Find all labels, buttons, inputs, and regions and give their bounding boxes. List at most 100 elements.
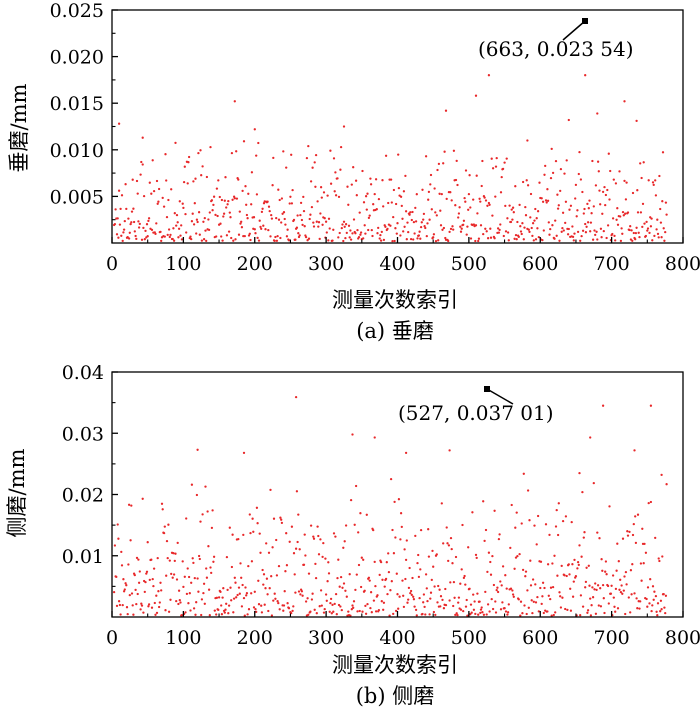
scatter-point bbox=[180, 614, 184, 617]
scatter-point bbox=[408, 213, 411, 216]
scatter-point bbox=[631, 191, 635, 195]
scatter-point bbox=[486, 237, 490, 240]
scatter-point bbox=[597, 170, 600, 173]
scatter-point bbox=[389, 477, 393, 481]
scatter-point bbox=[561, 596, 564, 599]
scatter-point bbox=[589, 230, 592, 233]
scatter-point bbox=[379, 233, 382, 237]
scatter-point bbox=[218, 195, 221, 199]
scatter-point bbox=[146, 235, 149, 238]
scatter-point bbox=[135, 237, 138, 241]
y-tick-label: 0.04 bbox=[62, 362, 104, 384]
scatter-point bbox=[280, 518, 283, 521]
scatter-point bbox=[635, 597, 638, 600]
scatter-point bbox=[132, 220, 136, 224]
scatter-point bbox=[544, 523, 548, 526]
scatter-point bbox=[332, 610, 335, 613]
scatter-point bbox=[140, 604, 144, 607]
scatter-point bbox=[198, 233, 201, 236]
scatter-point bbox=[465, 598, 468, 602]
scatter-point bbox=[418, 230, 421, 233]
scatter-point bbox=[533, 219, 536, 222]
scatter-point bbox=[589, 436, 592, 439]
scatter-point bbox=[155, 611, 159, 615]
scatter-point bbox=[573, 558, 576, 562]
scatter-point bbox=[485, 230, 488, 233]
scatter-point bbox=[299, 593, 302, 596]
scatter-point bbox=[277, 601, 280, 605]
scatter-point bbox=[466, 614, 469, 617]
scatter-point bbox=[314, 153, 318, 157]
scatter-point bbox=[587, 564, 590, 567]
scatter-point bbox=[657, 557, 660, 560]
scatter-point bbox=[614, 587, 618, 591]
scatter-point bbox=[551, 171, 555, 175]
scatter-point bbox=[619, 590, 623, 594]
scatter-point bbox=[511, 593, 515, 596]
scatter-point bbox=[278, 198, 281, 202]
scatter-point bbox=[432, 565, 435, 568]
scatter-point bbox=[255, 154, 258, 157]
scatter-point bbox=[529, 216, 532, 219]
scatter-point bbox=[444, 587, 447, 591]
scatter-point bbox=[299, 213, 302, 217]
scatter-point bbox=[336, 576, 339, 580]
scatter-point bbox=[594, 612, 598, 615]
scatter-point bbox=[613, 605, 616, 608]
scatter-point bbox=[212, 555, 216, 558]
scatter-point bbox=[651, 239, 654, 242]
scatter-point bbox=[409, 589, 413, 593]
scatter-point bbox=[591, 159, 594, 163]
scatter-point bbox=[622, 214, 625, 217]
scatter-point bbox=[322, 611, 326, 614]
scatter-point bbox=[367, 216, 371, 220]
scatter-point bbox=[267, 205, 271, 208]
scatter-point bbox=[398, 595, 401, 598]
scatter-point bbox=[264, 228, 267, 231]
scatter-point bbox=[614, 182, 618, 185]
scatter-point bbox=[449, 536, 453, 540]
scatter-point bbox=[253, 128, 256, 131]
scatter-point bbox=[618, 170, 621, 173]
scatter-point bbox=[122, 578, 125, 581]
scatter-point bbox=[210, 571, 213, 575]
scatter-point bbox=[471, 511, 474, 514]
scatter-point bbox=[389, 178, 393, 181]
scatter-point bbox=[616, 607, 620, 610]
scatter-point bbox=[309, 213, 312, 216]
scatter-point bbox=[530, 599, 533, 602]
scatter-point bbox=[197, 554, 201, 558]
scatter-point bbox=[394, 609, 398, 613]
scatter-point bbox=[611, 217, 615, 220]
scatter-point bbox=[659, 221, 663, 224]
scatter-point bbox=[554, 159, 558, 163]
scatter-point bbox=[141, 136, 144, 139]
scatter-point bbox=[557, 204, 560, 207]
scatter-point bbox=[340, 608, 343, 612]
scatter-point bbox=[190, 483, 194, 486]
scatter-point bbox=[387, 552, 390, 555]
scatter-point bbox=[319, 186, 323, 189]
scatter-point bbox=[237, 586, 241, 589]
scatter-point bbox=[631, 563, 634, 566]
scatter-point bbox=[376, 594, 379, 597]
scatter-point bbox=[448, 449, 451, 452]
scatter-point bbox=[214, 213, 217, 217]
scatter-point bbox=[453, 596, 456, 599]
scatter-point bbox=[530, 226, 533, 230]
scatter-point bbox=[404, 210, 408, 213]
scatter-point bbox=[293, 573, 296, 576]
scatter-point bbox=[257, 579, 260, 582]
scatter-point bbox=[421, 612, 424, 616]
scatter-point bbox=[275, 216, 278, 220]
scatter-point bbox=[205, 175, 209, 179]
scatter-point bbox=[195, 232, 198, 235]
scatter-point bbox=[255, 193, 259, 196]
scatter-point bbox=[222, 212, 226, 215]
scatter-point bbox=[136, 192, 139, 195]
scatter-point bbox=[663, 606, 666, 609]
scatter-point bbox=[597, 604, 600, 607]
scatter-point bbox=[480, 606, 483, 609]
scatter-point bbox=[572, 239, 575, 242]
scatter-point bbox=[180, 238, 184, 241]
